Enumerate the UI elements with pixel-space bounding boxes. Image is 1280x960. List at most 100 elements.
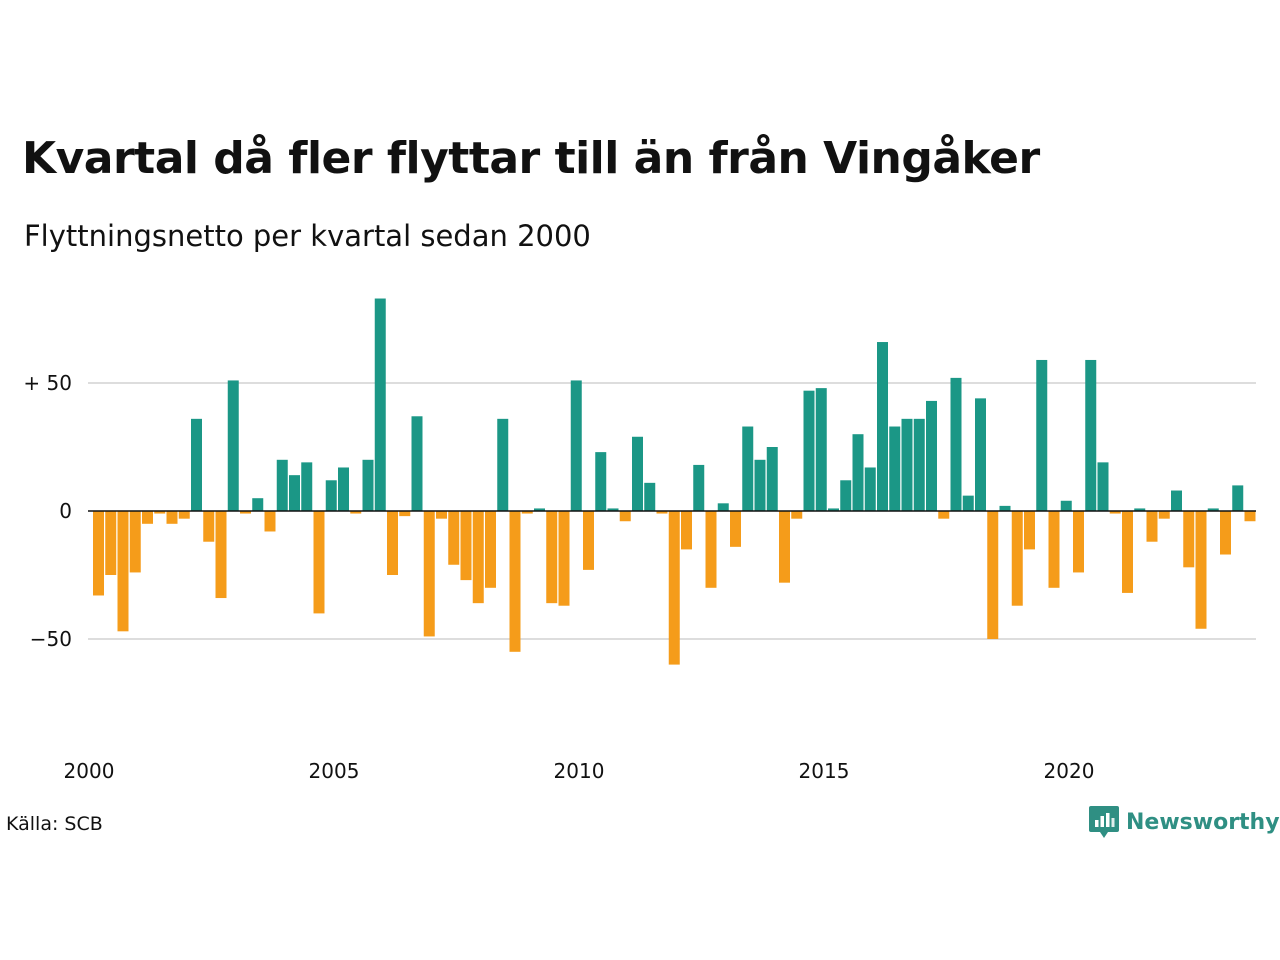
bar-2006-q4 bbox=[423, 511, 435, 637]
bar-2007-q4 bbox=[472, 511, 484, 604]
bar-2009-q2 bbox=[546, 511, 558, 604]
bar-2006-q2 bbox=[399, 511, 411, 517]
bar-2011-q4 bbox=[668, 511, 680, 665]
bar-2014-q4 bbox=[815, 388, 827, 511]
bar-2021-q4 bbox=[1158, 511, 1170, 519]
bar-2000-q4 bbox=[129, 511, 141, 573]
chart-title: Kvartal då fler flyttar till än från Vin… bbox=[22, 133, 1040, 184]
y-tick-label: + 50 bbox=[23, 371, 72, 395]
bar-2007-q3 bbox=[460, 511, 472, 581]
newsworthy-chart-bubble-icon bbox=[1089, 806, 1119, 838]
bar-2011-q1 bbox=[632, 436, 643, 511]
bar-2013-q4 bbox=[766, 447, 778, 511]
bar-2017-q1 bbox=[926, 400, 937, 511]
bar-2004-q2 bbox=[301, 462, 313, 511]
bar-2018-q3 bbox=[999, 505, 1011, 511]
bar-2016-q1 bbox=[877, 342, 888, 511]
bar-2003-q4 bbox=[276, 459, 288, 511]
bar-2023-q3 bbox=[1244, 511, 1256, 522]
bar-2015-q1 bbox=[828, 508, 839, 511]
bar-2001-q4 bbox=[178, 511, 190, 519]
bar-2007-q2 bbox=[448, 511, 460, 565]
bar-2010-q1 bbox=[583, 511, 594, 570]
bar-2005-q1 bbox=[338, 467, 349, 511]
bar-2005-q4 bbox=[374, 298, 386, 511]
bar-2014-q1 bbox=[779, 511, 790, 583]
bar-2010-q4 bbox=[619, 511, 631, 522]
bar-2022-q3 bbox=[1195, 511, 1207, 629]
bar-2005-q2 bbox=[350, 511, 362, 514]
bar-2019-q3 bbox=[1048, 511, 1060, 588]
bar-2002-q4 bbox=[227, 380, 239, 511]
bar-2013-q1 bbox=[730, 511, 741, 547]
x-tick-label: 2005 bbox=[309, 759, 360, 783]
bar-2008-q1 bbox=[485, 511, 496, 588]
bar-2007-q1 bbox=[436, 511, 447, 519]
bar-2009-q4 bbox=[570, 380, 582, 511]
bar-2017-q2 bbox=[938, 511, 950, 519]
x-tick-label: 2010 bbox=[554, 759, 605, 783]
y-tick-label: 0 bbox=[59, 499, 72, 523]
bar-2016-q4 bbox=[913, 418, 925, 511]
bar-2014-q3 bbox=[803, 390, 815, 511]
bar-2017-q4 bbox=[962, 495, 974, 511]
bar-2021-q2 bbox=[1134, 508, 1146, 511]
bar-2008-q4 bbox=[521, 511, 533, 514]
bar-2020-q4 bbox=[1109, 511, 1121, 514]
bar-2016-q3 bbox=[901, 418, 913, 511]
brand-name: Newsworthy bbox=[1126, 809, 1280, 835]
bar-2006-q1 bbox=[387, 511, 398, 575]
bar-2020-q2 bbox=[1085, 359, 1097, 511]
bar-2004-q3 bbox=[313, 511, 325, 614]
bar-2004-q1 bbox=[289, 475, 300, 511]
bar-2015-q2 bbox=[840, 480, 852, 511]
y-tick-label: −50 bbox=[30, 627, 72, 651]
bar-2010-q3 bbox=[607, 508, 619, 511]
bar-2006-q3 bbox=[411, 416, 423, 511]
bar-2003-q2 bbox=[252, 498, 264, 511]
bar-2020-q3 bbox=[1097, 462, 1109, 511]
bar-2011-q2 bbox=[644, 482, 656, 511]
bar-2018-q4 bbox=[1011, 511, 1023, 606]
bar-2020-q1 bbox=[1073, 511, 1084, 573]
bar-2000-q1 bbox=[93, 511, 104, 596]
bar-chart: + 50 0 −50 2000 2005 2010 2015 2020 bbox=[23, 298, 1256, 783]
bar-2019-q2 bbox=[1036, 359, 1048, 511]
bar-2022-q4 bbox=[1207, 508, 1219, 511]
bar-2013-q2 bbox=[742, 426, 754, 511]
bar-2023-q1 bbox=[1220, 511, 1231, 555]
bar-2003-q3 bbox=[264, 511, 276, 532]
bar-2010-q2 bbox=[595, 452, 607, 511]
bar-2023-q2 bbox=[1232, 485, 1244, 511]
bar-2012-q4 bbox=[717, 503, 729, 511]
bar-2019-q4 bbox=[1060, 500, 1072, 511]
bar-2001-q1 bbox=[142, 511, 153, 524]
bar-2022-q1 bbox=[1171, 490, 1182, 511]
bar-2017-q3 bbox=[950, 377, 962, 511]
bar-2002-q3 bbox=[215, 511, 227, 599]
bar-2012-q2 bbox=[693, 464, 705, 511]
bar-2009-q1 bbox=[534, 508, 545, 511]
bar-2019-q1 bbox=[1024, 511, 1035, 550]
bar-2012-q3 bbox=[705, 511, 717, 588]
source-note: Källa: SCB bbox=[6, 813, 103, 835]
bar-2018-q1 bbox=[975, 398, 986, 511]
bar-2013-q3 bbox=[754, 459, 766, 511]
x-tick-label: 2015 bbox=[799, 759, 850, 783]
bar-2021-q3 bbox=[1146, 511, 1158, 542]
axes: + 50 0 −50 2000 2005 2010 2015 2020 bbox=[23, 371, 1256, 783]
bar-2002-q1 bbox=[191, 418, 202, 511]
bar-2011-q3 bbox=[656, 511, 668, 514]
bar-2018-q2 bbox=[987, 511, 999, 639]
bar-2015-q4 bbox=[864, 467, 876, 511]
bar-2008-q3 bbox=[509, 511, 521, 652]
bar-2002-q2 bbox=[203, 511, 215, 542]
bar-2004-q4 bbox=[325, 480, 337, 511]
bar-2014-q2 bbox=[791, 511, 803, 519]
bar-2001-q2 bbox=[154, 511, 166, 514]
bar-2021-q1 bbox=[1122, 511, 1133, 593]
bar-2001-q3 bbox=[166, 511, 178, 524]
bar-2000-q3 bbox=[117, 511, 129, 632]
bar-2005-q3 bbox=[362, 459, 374, 511]
bars bbox=[93, 298, 1256, 665]
